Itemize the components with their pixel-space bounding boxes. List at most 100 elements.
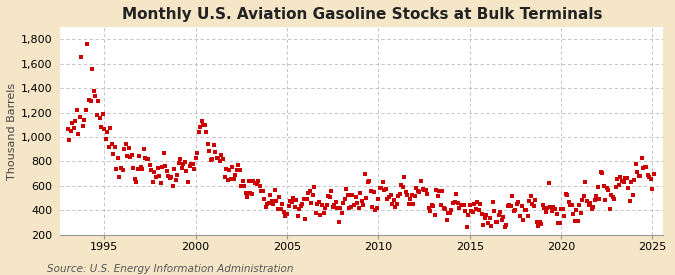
Point [420, 188, 431, 192]
Point [227, 165, 238, 169]
Point [251, 182, 262, 186]
Point [164, 176, 175, 181]
Point [425, 209, 435, 213]
Point [445, 211, 456, 215]
Point [624, 199, 635, 203]
Point [379, 188, 390, 192]
Point [609, 197, 620, 202]
Point [267, 199, 277, 203]
Point [338, 200, 349, 205]
Point [387, 202, 398, 207]
Point [207, 157, 218, 161]
Point [428, 204, 439, 208]
Point [154, 174, 165, 178]
Point [219, 175, 230, 179]
Point [303, 190, 314, 195]
Point [362, 179, 373, 184]
Point [201, 130, 212, 134]
Point [169, 167, 180, 172]
Point [297, 202, 308, 207]
Point [385, 193, 396, 197]
Point [90, 94, 101, 98]
Point [477, 212, 487, 216]
Point [213, 156, 224, 160]
Point [414, 189, 425, 194]
Point [439, 205, 450, 210]
Point [130, 176, 140, 181]
Point [184, 164, 195, 168]
Point [551, 212, 562, 216]
Point [190, 156, 201, 160]
Point [639, 164, 650, 169]
Point [261, 204, 271, 209]
Point [140, 156, 151, 161]
Point [542, 205, 553, 210]
Point [478, 223, 489, 228]
Point [518, 218, 529, 222]
Point [92, 99, 103, 103]
Point [647, 187, 658, 192]
Point [568, 212, 578, 216]
Point [107, 142, 117, 147]
Point [85, 99, 96, 103]
Point [294, 207, 304, 211]
Point [417, 187, 428, 191]
Point [166, 175, 177, 180]
Point [358, 202, 369, 207]
Point [125, 155, 136, 159]
Point [493, 213, 504, 217]
Point [281, 212, 292, 216]
Point [364, 179, 375, 183]
Point [410, 194, 421, 198]
Point [423, 206, 434, 210]
Point [176, 166, 187, 170]
Point [131, 180, 142, 185]
Point [250, 181, 261, 185]
Point [175, 157, 186, 161]
Point [204, 149, 215, 153]
Point [632, 169, 643, 174]
Point [375, 186, 385, 190]
Point [148, 179, 159, 184]
Point [68, 126, 79, 130]
Point [489, 209, 500, 213]
Point [585, 200, 595, 205]
Point [495, 210, 506, 214]
Point [298, 197, 309, 202]
Point [637, 156, 647, 160]
Point [580, 179, 591, 184]
Point [578, 194, 589, 199]
Point [633, 174, 644, 178]
Point [359, 171, 370, 176]
Point [455, 203, 466, 207]
Point [273, 207, 284, 211]
Point [239, 184, 250, 189]
Point [512, 202, 522, 206]
Point [326, 189, 337, 193]
Point [223, 167, 234, 172]
Point [180, 160, 190, 164]
Point [565, 202, 576, 207]
Point [354, 190, 365, 195]
Point [431, 188, 441, 192]
Point [586, 207, 597, 211]
Point [256, 189, 267, 193]
Point [559, 213, 570, 218]
Point [548, 205, 559, 210]
Point [215, 159, 225, 163]
Point [205, 158, 216, 163]
Point [472, 200, 483, 205]
Point [64, 138, 75, 142]
Point [598, 184, 609, 188]
Point [142, 156, 153, 161]
Point [396, 183, 406, 188]
Point [285, 199, 296, 203]
Point [234, 167, 245, 172]
Point [545, 205, 556, 210]
Point [422, 192, 433, 197]
Point [435, 202, 446, 207]
Point [536, 222, 547, 227]
Point [473, 208, 484, 212]
Point [196, 119, 207, 124]
Point [507, 193, 518, 198]
